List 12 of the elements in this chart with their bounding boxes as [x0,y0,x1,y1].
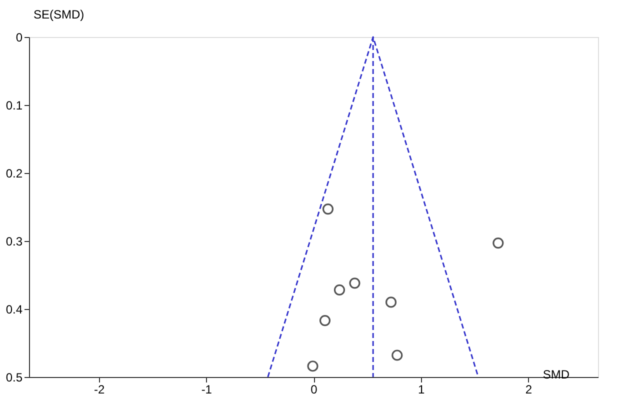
y-tick-label: 0.1 [6,98,23,112]
y-tick-label: 0.5 [6,370,23,384]
x-tick-label: -2 [94,382,105,396]
x-tick-label: 2 [525,382,532,396]
y-tick-label: 0 [16,30,23,44]
x-tick-label: 1 [418,382,426,396]
y-axis-title: SE(SMD) [34,8,84,22]
x-tick-label: 0 [310,382,318,396]
y-tick-label: 0.3 [6,234,23,248]
x-tick-label: -1 [201,382,212,396]
y-tick-label: 0.2 [6,166,23,180]
y-tick-label: 0.4 [6,302,23,316]
